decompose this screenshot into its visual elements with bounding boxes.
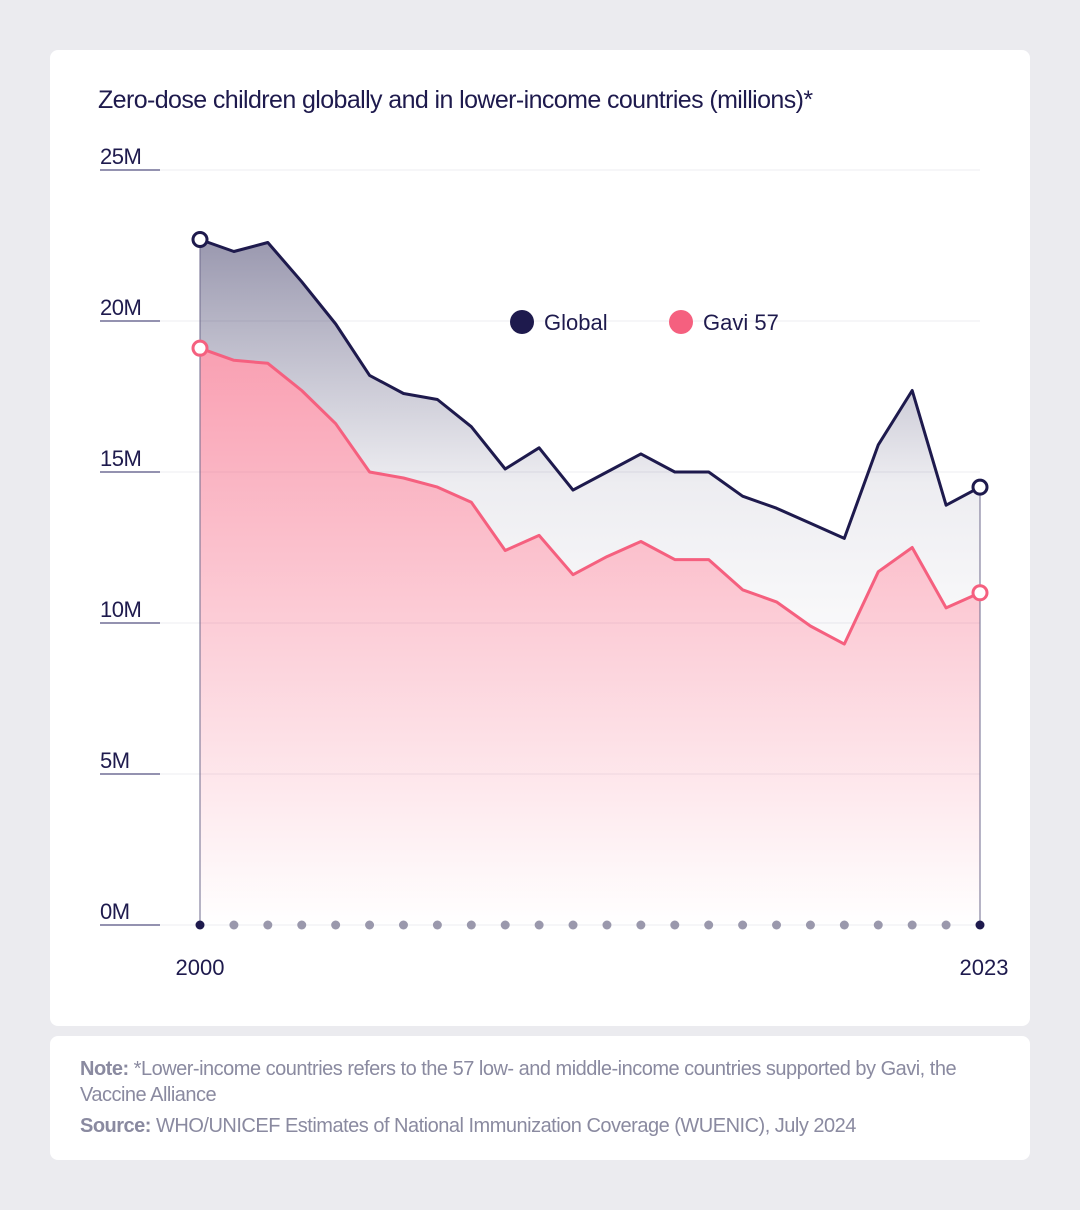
global-point xyxy=(971,478,989,496)
x-axis-dot xyxy=(331,920,341,930)
y-tick-label: 25M xyxy=(100,144,141,169)
x-axis-dot xyxy=(805,920,815,930)
x-axis-dot xyxy=(398,920,408,930)
x-tick-label-start: 2000 xyxy=(176,955,225,980)
x-axis-dot xyxy=(229,920,239,930)
x-axis-dot xyxy=(568,920,578,930)
gavi-area xyxy=(200,348,980,925)
x-axis-dot xyxy=(534,920,544,930)
area-chart: 0M 5M 10M 15M 20M 25M 2000 2023 Global Gavi 57 xyxy=(100,144,1009,980)
x-axis-dot xyxy=(466,920,476,930)
chart-card: Zero-dose children globally and in lower… xyxy=(50,50,1030,1026)
y-tick-label: 10M xyxy=(100,597,141,622)
gavi-point xyxy=(191,339,209,357)
x-axis-dot xyxy=(839,920,849,930)
x-axis-dot xyxy=(975,920,985,930)
y-tick-label: 5M xyxy=(100,748,130,773)
note: Note: *Lower-income countries refers to … xyxy=(80,1056,980,1108)
global-area xyxy=(200,239,980,645)
legend-gavi-swatch xyxy=(669,310,693,334)
gavi-line xyxy=(199,346,981,646)
x-axis-dot xyxy=(907,920,917,930)
x-axis-dot xyxy=(500,920,510,930)
x-axis-dot xyxy=(195,920,205,930)
source-label: Source: xyxy=(80,1115,151,1137)
legend-global-label: Global xyxy=(544,310,608,335)
y-tick-label: 0M xyxy=(100,899,130,924)
gavi-point xyxy=(971,584,989,602)
x-axis-dot xyxy=(297,920,307,930)
x-axis-dot xyxy=(873,920,883,930)
x-axis-dot xyxy=(704,920,714,930)
source-text: WHO/UNICEF Estimates of National Immuniz… xyxy=(156,1115,856,1137)
x-axis-dot xyxy=(670,920,680,930)
x-axis-dot xyxy=(636,920,646,930)
legend-gavi-label: Gavi 57 xyxy=(703,310,779,335)
note-text: *Lower-income countries refers to the 57… xyxy=(80,1058,957,1106)
note-label: Note: xyxy=(80,1058,129,1080)
x-axis-dot xyxy=(602,920,612,930)
source: Source: WHO/UNICEF Estimates of National… xyxy=(80,1113,980,1139)
legend-global-swatch xyxy=(510,310,534,334)
y-tick-label: 20M xyxy=(100,295,141,320)
y-tick-label: 15M xyxy=(100,446,141,471)
x-axis-dot xyxy=(365,920,375,930)
note-card: Note: *Lower-income countries refers to … xyxy=(50,1036,1030,1160)
x-axis-dot xyxy=(263,920,273,930)
global-point xyxy=(191,230,209,248)
x-axis-dot xyxy=(738,920,748,930)
x-axis-dot xyxy=(941,920,951,930)
global-line xyxy=(199,238,981,540)
x-axis-dot xyxy=(772,920,782,930)
x-axis-dot xyxy=(432,920,442,930)
chart-title: Zero-dose children globally and in lower… xyxy=(98,86,813,114)
x-tick-label-end: 2023 xyxy=(960,955,1009,980)
